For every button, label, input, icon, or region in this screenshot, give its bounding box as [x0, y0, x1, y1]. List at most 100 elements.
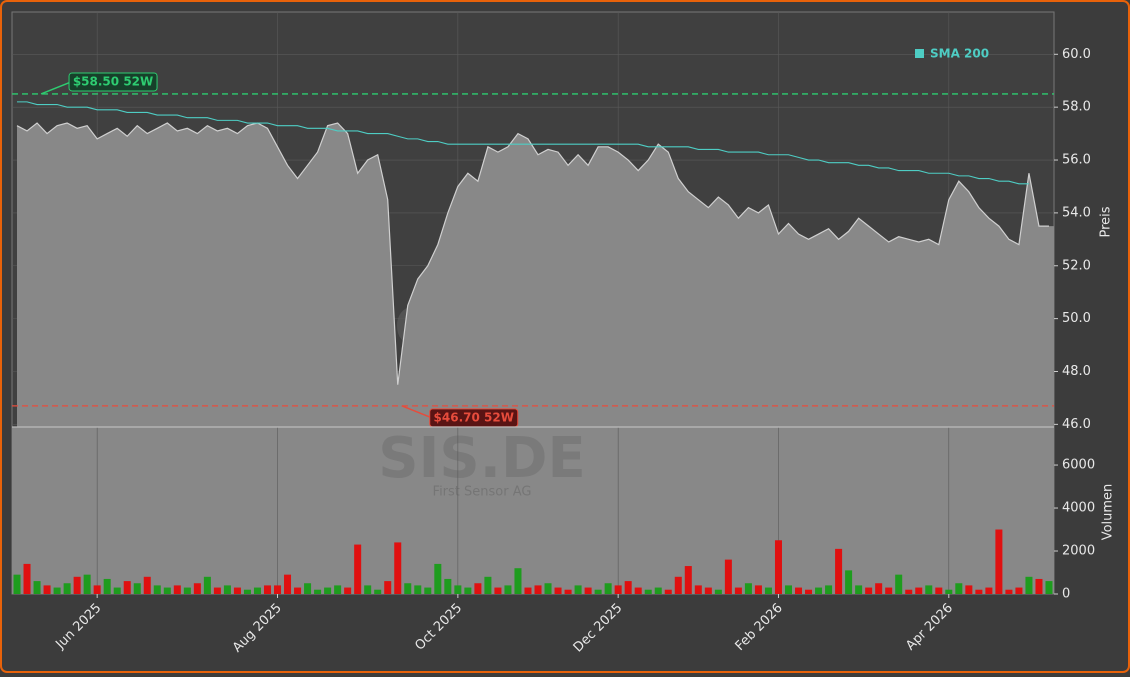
volume-bar	[13, 574, 21, 594]
volume-bar	[83, 574, 91, 594]
volume-bar	[754, 585, 762, 594]
volume-bar	[274, 585, 282, 594]
volume-bar	[594, 589, 602, 594]
ticker-watermark: SIS.DE	[378, 426, 586, 491]
volume-bar	[454, 585, 462, 594]
volume-bar	[153, 585, 161, 594]
volume-bar	[895, 574, 903, 594]
volume-bar	[845, 570, 853, 594]
volume-bar	[53, 587, 61, 594]
volume-bar	[464, 587, 472, 594]
volume-bar	[143, 576, 151, 594]
volume-bar	[855, 585, 863, 594]
company-watermark: First Sensor AG	[433, 485, 532, 500]
volume-bar	[965, 585, 973, 594]
volume-bar	[825, 585, 833, 594]
volume-bar	[73, 576, 81, 594]
price-area	[17, 123, 1054, 428]
volume-bar	[744, 583, 752, 594]
volume-bar	[284, 574, 292, 594]
volume-bar	[424, 587, 432, 594]
volume-area	[12, 427, 1054, 594]
y-tick-label: 48.0	[1062, 364, 1091, 379]
volume-bar	[163, 587, 171, 594]
volume-bar	[294, 587, 302, 594]
volume-bar	[835, 548, 843, 594]
volume-bar	[324, 587, 332, 594]
annotation-arrow	[401, 405, 433, 419]
volume-bar	[263, 585, 271, 594]
volume-bar	[664, 589, 672, 594]
volume-bar	[815, 587, 823, 594]
volume-bar	[774, 540, 782, 594]
y-axis-label: Volumen	[1101, 484, 1116, 541]
y-tick-label: 46.0	[1062, 417, 1091, 432]
volume-bar	[394, 542, 402, 594]
volume-bar	[905, 589, 913, 594]
volume-bar	[694, 585, 702, 594]
annotation-label: $58.50 52W	[73, 74, 153, 88]
volume-bar	[414, 585, 422, 594]
volume-bar	[113, 587, 121, 594]
volume-bar	[654, 587, 662, 594]
volume-bar	[123, 581, 131, 594]
volume-bar	[935, 587, 943, 594]
volume-bar	[33, 581, 41, 594]
y-tick-label: 56.0	[1062, 153, 1091, 168]
volume-bar	[1045, 581, 1053, 594]
volume-bar	[714, 589, 722, 594]
y-tick-label: 52.0	[1062, 258, 1091, 273]
volume-bar	[684, 566, 692, 594]
volume-bar	[484, 576, 492, 594]
volume-bar	[93, 585, 101, 594]
annotation-arrow	[40, 81, 72, 95]
y-tick-label: 60.0	[1062, 47, 1091, 62]
volume-bar	[354, 544, 362, 594]
y-tick-label: 0	[1062, 587, 1070, 602]
volume-bar	[584, 587, 592, 594]
volume-bar	[734, 587, 742, 594]
volume-bar	[474, 583, 482, 594]
volume-bar	[364, 585, 372, 594]
volume-bar	[133, 583, 141, 594]
volume-bar	[23, 563, 31, 594]
volume-bar	[344, 587, 352, 594]
volume-bar	[764, 587, 772, 594]
y-tick-label: 58.0	[1062, 100, 1091, 115]
volume-bar	[504, 585, 512, 594]
volume-bar	[103, 578, 111, 594]
volume-bar	[1035, 578, 1043, 594]
y-tick-label: 54.0	[1062, 205, 1091, 220]
volume-bar	[634, 587, 642, 594]
volume-bar	[253, 587, 261, 594]
legend-swatch	[915, 49, 924, 58]
volume-bar	[1005, 589, 1013, 594]
volume-bar	[644, 589, 652, 594]
volume-bar	[885, 587, 893, 594]
volume-bar	[304, 583, 312, 594]
volume-bar	[314, 589, 322, 594]
volume-bar	[63, 583, 71, 594]
y-axis-label: Preis	[1099, 206, 1114, 237]
volume-bar	[193, 583, 201, 594]
volume-bar	[444, 578, 452, 594]
volume-bar	[805, 589, 813, 594]
volume-bar	[995, 529, 1003, 594]
volume-bar	[233, 587, 241, 594]
volume-bar	[173, 585, 181, 594]
legend-label: SMA 200	[930, 47, 989, 61]
y-tick-label: 2000	[1062, 544, 1095, 559]
volume-bar	[865, 587, 873, 594]
volume-bar	[604, 583, 612, 594]
volume-bar	[404, 583, 412, 594]
volume-bar	[203, 576, 211, 594]
volume-bar	[624, 581, 632, 594]
volume-bar	[43, 585, 51, 594]
volume-bar	[1015, 587, 1023, 594]
volume-bar	[614, 585, 622, 594]
volume-bar	[784, 585, 792, 594]
volume-bar	[945, 589, 953, 594]
volume-bar	[975, 589, 983, 594]
volume-bar	[183, 587, 191, 594]
